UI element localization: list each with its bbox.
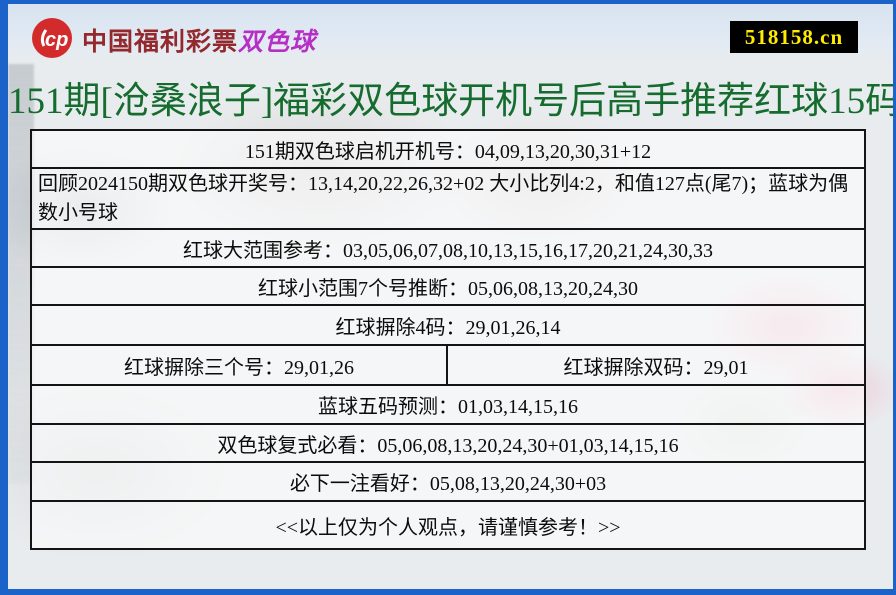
brand-suffix: 双色球 bbox=[238, 28, 317, 56]
row-red-exclude-split: 红球摒除三个号：29,01,26 红球摒除双码：29,01 bbox=[32, 346, 864, 386]
row-single-bet-pick: 必下一注看好：05,08,13,20,24,30+03 bbox=[32, 463, 864, 502]
header: cp 中国福利彩票双色球 518158.cn bbox=[16, 10, 876, 66]
svg-text:cp: cp bbox=[45, 29, 68, 51]
row-kaiji-number: 151期双色球启机开机号：04,09,13,20,30,31+12 bbox=[32, 131, 864, 169]
brand-prefix: 中国福利彩票 bbox=[82, 28, 239, 56]
page-title: 151期[沧桑浪子]福彩双色球开机号后高手推荐红球15码 bbox=[8, 81, 896, 122]
row-last-draw-review: 回顾2024150期双色球开奖号：13,14,20,22,26,32+02 大小… bbox=[32, 169, 864, 230]
prediction-table: 151期双色球启机开机号：04,09,13,20,30,31+12 回顾2024… bbox=[30, 129, 866, 550]
row-compound-pick: 双色球复式必看：05,06,08,13,20,24,30+01,03,14,15… bbox=[32, 425, 864, 463]
china-welfare-lottery-logo-icon: cp bbox=[30, 16, 74, 60]
row-red-exclude-4: 红球摒除4码：29,01,26,14 bbox=[32, 306, 864, 346]
brand-title: 中国福利彩票双色球 bbox=[82, 22, 316, 58]
row-red-small-range: 红球小范围7个号推断：05,06,08,13,20,24,30 bbox=[32, 268, 864, 306]
row-blue-5-codes: 蓝球五码预测：01,03,14,15,16 bbox=[32, 386, 864, 425]
cell-red-exclude-3: 红球摒除三个号：29,01,26 bbox=[32, 346, 448, 384]
row-disclaimer: <<以上仅为个人观点，请谨慎参考！>> bbox=[32, 502, 864, 548]
background-branch bbox=[8, 64, 34, 484]
site-url-badge[interactable]: 518158.cn bbox=[730, 21, 858, 53]
cell-red-exclude-2: 红球摒除双码：29,01 bbox=[563, 356, 749, 379]
row-red-wide-range: 红球大范围参考：03,05,06,07,08,10,13,15,16,17,20… bbox=[32, 230, 864, 268]
